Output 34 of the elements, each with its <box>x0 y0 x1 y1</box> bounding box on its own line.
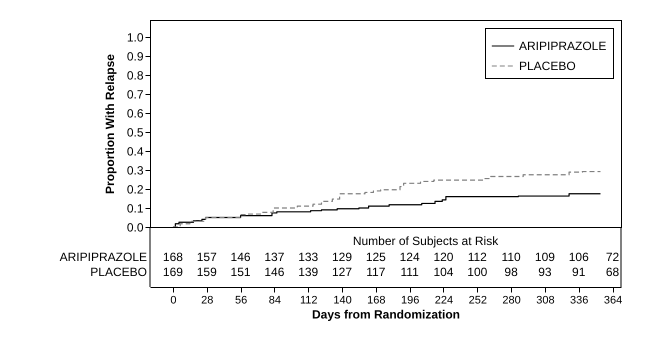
x-tick-label: 252 <box>468 294 487 306</box>
x-tick-label: 224 <box>434 294 454 306</box>
y-tick-label: 0.6 <box>126 106 144 121</box>
x-tick-label: 140 <box>333 294 352 306</box>
y-tick-label: 0.4 <box>126 144 144 159</box>
x-tick-label: 196 <box>400 294 420 306</box>
x-axis-title: Days from Randomization <box>312 308 460 322</box>
x-tick-label: 84 <box>268 294 282 306</box>
x-tick-label: 0 <box>170 294 177 306</box>
x-tick-label: 168 <box>367 294 386 306</box>
legend-label: ARIPIPRAZOLE <box>519 39 606 53</box>
legend-label: PLACEBO <box>519 59 576 73</box>
text: 168 157 146 137 133 129 125 124 120 112 110 109 106 72 <box>162 250 620 264</box>
text: 169 159 151 146 139 127 117 111 104 100 98 93 91 68 <box>162 265 620 279</box>
x-tick-label: 364 <box>604 294 622 306</box>
y-tick-label: 0.5 <box>126 126 144 140</box>
y-tick-label: 0.3 <box>126 164 144 178</box>
text: Number of Subjects at Risk <box>352 234 500 248</box>
y-tick-label: 0.8 <box>126 68 144 83</box>
y-tick-label: 0.7 <box>126 88 144 102</box>
x-tick-label: 56 <box>234 294 248 306</box>
x-tick-label: 336 <box>570 294 588 306</box>
y-tick-label: 1.0 <box>126 30 144 45</box>
y-tick-label: 0.1 <box>126 202 144 216</box>
x-tick-label: 308 <box>536 294 555 306</box>
x-tick-label: 28 <box>201 294 214 306</box>
y-axis-title: Proportion With Relapse <box>102 54 117 194</box>
y-tick-label: 0.9 <box>126 50 144 64</box>
y-tick-label: 0.2 <box>126 182 144 197</box>
text: ARIPIPRAZOLE <box>60 250 147 264</box>
y-tick-label: 0.0 <box>126 220 144 234</box>
x-tick-label: 280 <box>502 294 521 306</box>
x-tick-label: 112 <box>300 294 318 306</box>
text: PLACEBO <box>90 265 147 279</box>
